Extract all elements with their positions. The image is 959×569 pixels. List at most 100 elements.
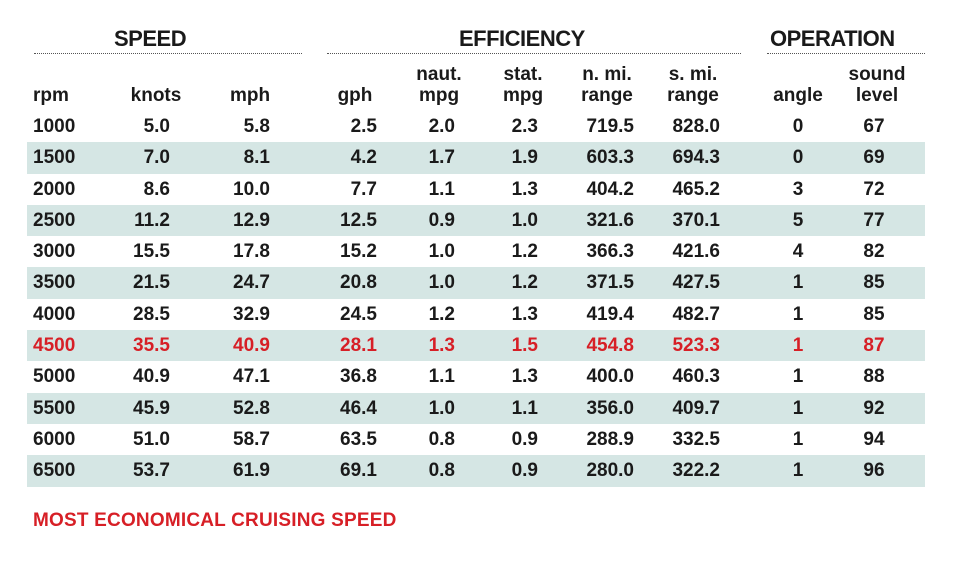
cell-angle: 3	[792, 178, 804, 200]
column-header-line: level	[855, 85, 899, 106]
cell-stat-mpg: 0.9	[511, 460, 538, 482]
cell-mph: 10.0	[233, 178, 270, 200]
cell-sound: 85	[863, 303, 885, 325]
cell-stat-mpg: 2.3	[511, 116, 538, 137]
cell-stat-mpg: 0.9	[511, 428, 538, 450]
cell-sound: 96	[863, 460, 885, 482]
cell-rpm: 1000	[33, 116, 76, 137]
cell-knots: 21.5	[133, 272, 170, 294]
cell-angle: 1	[792, 303, 804, 325]
cell-mph: 24.7	[233, 272, 270, 294]
cell-n-range: 719.5	[586, 116, 634, 137]
cell-stat-mpg: 1.3	[511, 366, 538, 388]
table-row: 2500 11.2 12.9 12.5 0.9 1.0 321.6 370.1 5 77	[27, 204, 925, 237]
cell-rpm: 4000	[33, 303, 76, 325]
cell-sound: 87	[863, 335, 885, 357]
cell-stat-mpg: 1.2	[511, 272, 538, 294]
cell-rpm: 6500	[33, 460, 76, 482]
cell-angle: 1	[792, 366, 804, 388]
cell-n-range: 366.3	[586, 241, 634, 263]
column-header-line: naut.	[416, 64, 462, 85]
cell-naut-mpg: 1.0	[428, 272, 455, 294]
cell-gph: 15.2	[340, 241, 377, 263]
cell-angle: 1	[792, 272, 804, 294]
column-header-stat-mpg: stat. mpg	[492, 60, 554, 106]
cell-n-range: 400.0	[586, 366, 634, 388]
column-header-line: stat.	[503, 64, 543, 85]
cell-stat-mpg: 1.9	[511, 147, 538, 169]
cell-angle: 1	[792, 428, 804, 450]
column-header-naut-mpg: naut. mpg	[406, 60, 472, 106]
column-header-line: mpg	[502, 85, 544, 106]
cell-naut-mpg: 1.2	[428, 303, 455, 325]
table-row: 5500 45.9 52.8 46.4 1.0 1.1 356.0 409.7 1 92	[27, 392, 925, 424]
cell-s-range: 332.5	[672, 428, 720, 450]
column-header-line: gph	[337, 85, 373, 106]
table-row-highlight: 4500 35.5 40.9 28.1 1.3 1.5 454.8 523.3 1 87	[27, 330, 925, 362]
column-header-line: angle	[773, 85, 823, 106]
table-row: 6000 51.0 58.7 63.5 0.8 0.9 288.9 332.5 1 94	[27, 424, 925, 455]
cell-n-range: 419.4	[586, 303, 634, 325]
cell-knots: 15.5	[133, 241, 170, 263]
table-row: 1000 5.0 5.8 2.5 2.0 2.3 719.5 828.0 0 67	[27, 111, 925, 142]
cell-s-range: 421.6	[672, 241, 720, 263]
group-header-operation: OPERATION	[770, 26, 895, 51]
cell-angle: 1	[792, 460, 804, 482]
cell-mph: 40.9	[233, 335, 270, 357]
column-header-s-range: s. mi. range	[658, 60, 728, 106]
cell-n-range: 603.3	[586, 147, 634, 169]
cell-s-range: 694.3	[672, 147, 720, 169]
table-row: 6500 53.7 61.9 69.1 0.8 0.9 280.0 322.2 1 96	[27, 455, 925, 487]
cell-gph: 28.1	[340, 335, 377, 357]
column-header-rpm: rpm	[33, 60, 93, 106]
column-header-line: range	[581, 85, 633, 106]
cell-sound: 92	[863, 397, 885, 419]
group-header-speed: SPEED	[114, 26, 187, 51]
cell-knots: 51.0	[133, 428, 170, 450]
cell-knots: 7.0	[143, 147, 170, 169]
column-header-knots: knots	[121, 60, 191, 106]
cell-n-range: 404.2	[586, 178, 634, 200]
cell-knots: 28.5	[133, 303, 170, 325]
cell-s-range: 460.3	[672, 366, 720, 388]
cell-angle: 1	[792, 335, 804, 357]
cell-rpm: 5000	[33, 366, 76, 388]
column-header-angle: angle	[766, 60, 830, 106]
cell-rpm: 1500	[33, 147, 76, 169]
cell-angle: 1	[792, 397, 804, 419]
column-header-line: mpg	[418, 85, 460, 106]
column-header-line: s. mi.	[668, 64, 718, 85]
cell-sound: 82	[863, 241, 885, 263]
cell-mph: 47.1	[233, 366, 270, 388]
table-row: 4000 28.5 32.9 24.5 1.2 1.3 419.4 482.7 1 85	[27, 299, 925, 330]
cell-n-range: 371.5	[586, 272, 634, 294]
column-header-n-range: n. mi. range	[572, 60, 642, 106]
column-header-line: range	[667, 85, 719, 106]
cell-sound: 77	[863, 209, 885, 231]
cell-knots: 45.9	[133, 397, 170, 419]
cell-mph: 52.8	[233, 397, 270, 419]
cell-naut-mpg: 0.8	[428, 460, 455, 482]
cell-s-range: 370.1	[672, 209, 720, 231]
cell-mph: 58.7	[233, 428, 270, 450]
group-rule-speed	[34, 53, 302, 54]
cell-knots: 5.0	[143, 116, 170, 137]
cell-stat-mpg: 1.5	[511, 335, 538, 357]
cell-rpm: 6000	[33, 428, 76, 450]
cell-mph: 12.9	[233, 209, 270, 231]
cell-naut-mpg: 1.3	[428, 335, 455, 357]
cell-gph: 46.4	[340, 397, 377, 419]
cell-n-range: 454.8	[586, 335, 634, 357]
cell-s-range: 427.5	[672, 272, 720, 294]
table-row: 5000 40.9 47.1 36.8 1.1 1.3 400.0 460.3 1 88	[27, 361, 925, 392]
cell-rpm: 4500	[33, 335, 76, 357]
cell-naut-mpg: 1.0	[428, 397, 455, 419]
cell-s-range: 523.3	[672, 335, 720, 357]
column-header-sound: sound level	[842, 60, 912, 106]
cell-stat-mpg: 1.0	[511, 209, 538, 231]
cell-rpm: 3500	[33, 272, 76, 294]
group-header-efficiency: EFFICIENCY	[459, 26, 585, 51]
group-rule-operation	[767, 53, 925, 54]
cell-sound: 72	[863, 178, 885, 200]
cell-sound: 94	[863, 428, 885, 450]
